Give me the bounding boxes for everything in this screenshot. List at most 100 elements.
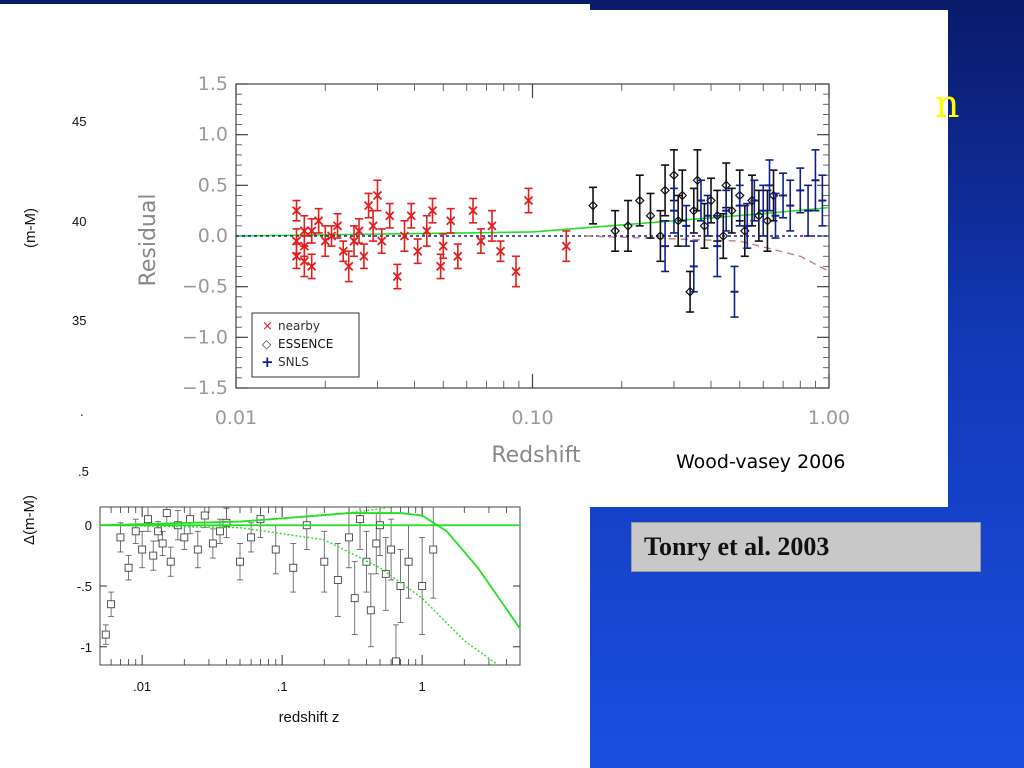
x-tick-label: 0.01: [215, 407, 257, 429]
marker-x: [385, 211, 395, 221]
marker-x: [368, 221, 378, 231]
marker-x: [468, 206, 478, 216]
data-point-nearby: [291, 243, 302, 270]
marker-square: [116, 533, 125, 542]
marker-x: [511, 266, 521, 277]
delta-data-point: [392, 624, 400, 666]
data-point-nearby: [438, 233, 448, 260]
y-tick-label: 0.0: [198, 225, 228, 247]
marker-x: [487, 221, 497, 231]
marker-diamond: [754, 210, 764, 221]
delta-data-point: [124, 555, 133, 581]
data-point-nearby: [291, 199, 302, 222]
data-point-snls: [786, 179, 795, 232]
delta-data-point: [387, 518, 396, 581]
data-point-nearby: [338, 240, 348, 263]
left-tick-fragment: 40: [72, 214, 87, 229]
marker-diamond: [623, 221, 633, 231]
delta-data-point: [236, 543, 244, 581]
fit-line-alt: [584, 235, 830, 273]
marker-square: [344, 533, 353, 542]
marker-square: [107, 600, 116, 609]
legend-label-snls: SNLS: [278, 355, 309, 369]
data-point-nearby: [307, 253, 317, 280]
data-point-snls: [696, 179, 705, 222]
marker-x: [299, 256, 309, 266]
x-tick-label: .1: [277, 679, 288, 694]
data-point-nearby: [320, 225, 330, 258]
delta-data-point: [320, 530, 329, 593]
data-point-essence: [660, 164, 670, 217]
data-point-nearby: [368, 209, 378, 242]
marker-diamond: [721, 180, 732, 191]
left-tick-fragment: 45: [72, 114, 87, 129]
data-point-essence: [588, 186, 598, 225]
residual-grid: [324, 380, 816, 386]
data-point-snls: [750, 179, 759, 222]
data-point-snls: [713, 214, 722, 278]
delta-ticks: 0 -.5 -1 .01 .1 1: [77, 507, 520, 694]
marker-square: [333, 575, 342, 584]
y-tick-label: 1.5: [198, 73, 228, 95]
marker-x: [291, 251, 302, 261]
delta-data-point: [333, 543, 342, 617]
marker-diamond: [762, 215, 773, 226]
data-point-nearby: [332, 212, 343, 239]
data-point-nearby: [476, 228, 486, 255]
data-point-nearby: [344, 250, 354, 283]
data-point-snls: [689, 240, 698, 293]
credit-tonry-box: Tonry et al. 2003: [631, 522, 981, 572]
delta-y-axis-label: Δ(m-M): [21, 495, 38, 545]
delta-model-lines: [99, 506, 521, 666]
delta-data-point: [418, 536, 427, 636]
marker-square: [429, 545, 438, 554]
marker-x: [561, 241, 571, 251]
data-point-essence: [655, 209, 666, 263]
residual-ticks: 1.5 1.0 0.5 0.0 −0.5 −1.0 −1.5 0.01 0.10 1.00: [182, 73, 850, 429]
data-point-essence: [645, 192, 656, 239]
delta-data-point: [107, 591, 116, 617]
marker-x: [523, 195, 534, 206]
x-tick-label: 1.00: [808, 407, 850, 429]
marker-square: [418, 582, 427, 590]
marker-square: [372, 539, 381, 548]
marker-square: [392, 657, 400, 666]
marker-x: [446, 216, 456, 226]
data-point-essence: [677, 169, 688, 222]
delta-data-point: [396, 549, 405, 623]
data-point-nearby: [349, 225, 359, 258]
marker-square: [366, 606, 375, 615]
data-point-nearby: [354, 217, 364, 244]
delta-points: [101, 506, 438, 666]
data-point-snls: [735, 184, 744, 227]
data-point-snls: [661, 220, 670, 273]
marker-x: [413, 246, 423, 256]
marker-x: [354, 226, 364, 236]
marker-x: [436, 261, 446, 272]
marker-square: [200, 511, 209, 520]
data-point-nearby: [326, 225, 337, 247]
data-point-essence: [726, 187, 737, 234]
marker-diamond: [660, 185, 670, 196]
marker-diamond: [718, 231, 729, 241]
y-tick-label: 1.0: [198, 124, 228, 146]
marker-x: [307, 261, 317, 272]
marker-square: [143, 515, 152, 524]
data-point-snls: [771, 192, 780, 239]
data-point-snls: [765, 159, 774, 212]
marker-square: [186, 515, 195, 524]
marker-square: [180, 533, 189, 542]
marker-x: [495, 246, 506, 256]
marker-x: [476, 236, 486, 246]
delta-data-point: [143, 506, 152, 532]
marker-square: [158, 539, 167, 548]
data-point-nearby: [453, 243, 463, 270]
data-point-nearby: [299, 235, 309, 258]
marker-square: [356, 515, 364, 524]
marker-x: [422, 226, 432, 236]
legend-label-essence: ESSENCE: [278, 337, 333, 351]
marker-diamond: [677, 190, 688, 201]
marker-diamond: [692, 175, 703, 186]
data-point-nearby: [392, 263, 402, 290]
marker-square: [101, 630, 110, 639]
